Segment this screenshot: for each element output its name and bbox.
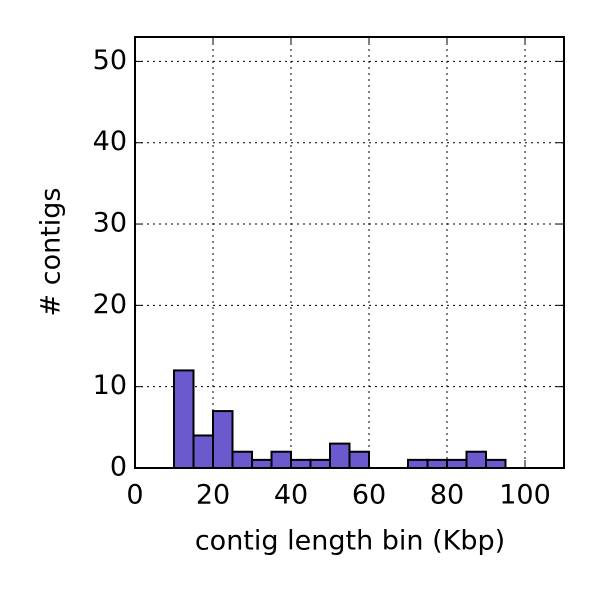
bar <box>231 450 253 469</box>
bar <box>485 458 507 469</box>
bar <box>270 450 292 469</box>
bar <box>309 458 331 469</box>
bar <box>446 458 468 469</box>
bar <box>329 442 351 469</box>
y-tick-label: 50 <box>93 45 127 76</box>
y-tick-label: 10 <box>93 370 127 401</box>
bar <box>173 369 195 470</box>
y-tick-label: 40 <box>93 126 127 157</box>
bar <box>348 450 370 469</box>
bar <box>426 458 448 469</box>
bar <box>192 434 214 470</box>
y-axis-label: # contigs <box>36 188 67 317</box>
x-tick-label: 80 <box>430 480 464 511</box>
x-tick-label: 0 <box>126 480 143 511</box>
bar <box>290 458 312 469</box>
x-tick-label: 100 <box>499 480 551 511</box>
y-tick-label: 30 <box>93 208 127 239</box>
x-tick-label: 40 <box>274 480 308 511</box>
x-tick-label: 20 <box>196 480 230 511</box>
y-tick-label: 20 <box>93 289 127 320</box>
x-axis-label: contig length bin (Kbp) <box>195 526 505 557</box>
y-tick-label: 0 <box>110 452 127 483</box>
plot-frame <box>134 36 565 469</box>
bar <box>212 410 234 469</box>
bar <box>251 458 273 469</box>
bar <box>407 458 429 469</box>
bar <box>465 450 487 469</box>
x-tick-label: 60 <box>352 480 386 511</box>
